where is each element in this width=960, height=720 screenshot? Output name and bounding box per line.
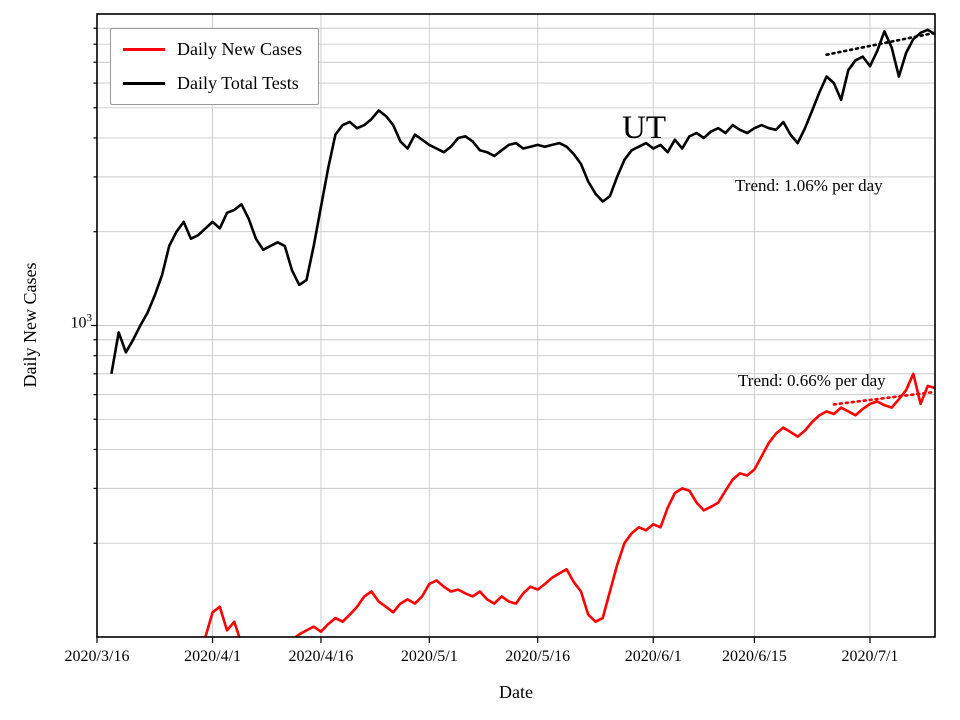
x-tick-label: 2020/6/15 xyxy=(721,648,787,665)
legend-label: Daily New Cases xyxy=(177,39,302,59)
series-2 xyxy=(825,31,935,57)
tick-marks xyxy=(91,27,871,643)
tests-trend-annotation: Trend: 1.06% per day xyxy=(735,176,883,195)
series-0 xyxy=(203,372,935,637)
series-1 xyxy=(110,28,935,375)
x-tick-label: 2020/4/1 xyxy=(184,648,242,665)
y-axis-label: Daily New Cases xyxy=(20,262,40,388)
x-tick-label: 2020/7/1 xyxy=(841,648,899,665)
state-annotation: UT xyxy=(622,110,666,146)
legend-label: Daily Total Tests xyxy=(177,73,299,93)
gridlines xyxy=(96,14,935,637)
x-tick-label: 2020/6/1 xyxy=(624,648,682,665)
series-3 xyxy=(832,390,935,406)
axes-spines xyxy=(96,13,936,638)
cases-trend-annotation: Trend: 0.66% per day xyxy=(738,371,886,390)
legend-item-daily-total-tests: Daily Total Tests xyxy=(123,73,302,94)
x-tick-label: 2020/5/1 xyxy=(400,648,458,665)
x-tick-label: 2020/3/16 xyxy=(64,648,130,665)
x-axis-label: Date xyxy=(499,682,533,702)
legend-item-daily-new-cases: Daily New Cases xyxy=(123,39,302,60)
x-tick-label: 2020/4/16 xyxy=(288,648,354,665)
y-tick-label: 103 xyxy=(70,312,93,332)
legend: Daily New Cases Daily Total Tests xyxy=(110,28,319,105)
black-line-swatch xyxy=(123,82,165,85)
x-tick-label: 2020/5/16 xyxy=(505,648,571,665)
red-line-swatch xyxy=(123,48,165,51)
